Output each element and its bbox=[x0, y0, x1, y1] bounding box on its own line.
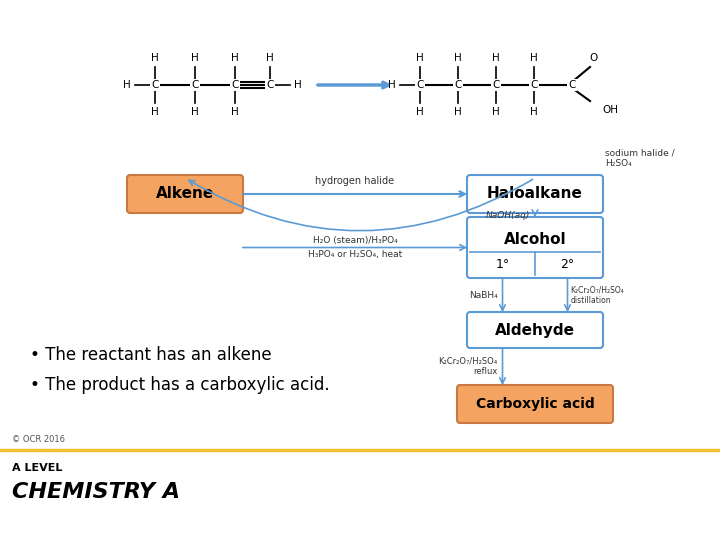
Text: A LEVEL: A LEVEL bbox=[12, 463, 63, 473]
Text: H₂O (steam)/H₃PO₄: H₂O (steam)/H₃PO₄ bbox=[312, 235, 397, 245]
Text: Alkene: Alkene bbox=[156, 186, 214, 201]
Text: C: C bbox=[454, 80, 462, 90]
Text: H: H bbox=[388, 80, 396, 90]
Text: C: C bbox=[266, 80, 274, 90]
Text: H: H bbox=[492, 107, 500, 117]
Text: H₃PO₄ or H₂SO₄, heat: H₃PO₄ or H₂SO₄, heat bbox=[308, 251, 402, 260]
Text: NaOH(aq): NaOH(aq) bbox=[485, 211, 530, 219]
Text: H: H bbox=[454, 107, 462, 117]
Text: Carboxylic acid: Carboxylic acid bbox=[476, 397, 595, 411]
Text: H: H bbox=[191, 53, 199, 63]
Text: H: H bbox=[416, 53, 424, 63]
Text: 2°: 2° bbox=[560, 258, 575, 271]
FancyBboxPatch shape bbox=[467, 217, 603, 278]
Text: H: H bbox=[416, 107, 424, 117]
Text: C: C bbox=[531, 80, 538, 90]
Text: O: O bbox=[590, 53, 598, 63]
Text: C: C bbox=[416, 80, 423, 90]
Text: H: H bbox=[266, 53, 274, 63]
Text: K₂Cr₂O₇/H₂SO₄
reflux: K₂Cr₂O₇/H₂SO₄ reflux bbox=[438, 357, 498, 376]
Text: C: C bbox=[192, 80, 199, 90]
Text: H: H bbox=[492, 53, 500, 63]
Text: CHEMISTRY A: CHEMISTRY A bbox=[12, 482, 180, 502]
Text: H: H bbox=[123, 80, 131, 90]
Text: H: H bbox=[151, 107, 159, 117]
Text: H: H bbox=[191, 107, 199, 117]
Text: C: C bbox=[151, 80, 158, 90]
FancyBboxPatch shape bbox=[457, 385, 613, 423]
Text: C: C bbox=[231, 80, 239, 90]
Text: C: C bbox=[568, 80, 576, 90]
Text: H: H bbox=[454, 53, 462, 63]
Text: C: C bbox=[492, 80, 500, 90]
FancyBboxPatch shape bbox=[127, 175, 243, 213]
Text: H: H bbox=[530, 53, 538, 63]
Text: 1°: 1° bbox=[495, 258, 510, 271]
Text: H: H bbox=[530, 107, 538, 117]
Text: © OCR 2016: © OCR 2016 bbox=[12, 435, 65, 444]
Text: sodium halide /
H₂SO₄: sodium halide / H₂SO₄ bbox=[605, 148, 675, 168]
FancyBboxPatch shape bbox=[467, 175, 603, 213]
Text: • The reactant has an alkene: • The reactant has an alkene bbox=[30, 346, 271, 364]
Text: H: H bbox=[151, 53, 159, 63]
Text: • The product has a carboxylic acid.: • The product has a carboxylic acid. bbox=[30, 376, 330, 394]
FancyBboxPatch shape bbox=[467, 312, 603, 348]
Text: Haloalkane: Haloalkane bbox=[487, 186, 583, 201]
Text: Alcohol: Alcohol bbox=[504, 232, 567, 247]
Text: Aldehyde: Aldehyde bbox=[495, 322, 575, 338]
Text: H: H bbox=[294, 80, 302, 90]
Text: H: H bbox=[231, 53, 239, 63]
Text: H: H bbox=[231, 107, 239, 117]
Text: OH: OH bbox=[602, 105, 618, 115]
Text: hydrogen halide: hydrogen halide bbox=[315, 176, 395, 186]
Text: NaBH₄: NaBH₄ bbox=[469, 291, 498, 300]
Text: K₂Cr₂O₇/H₂SO₄
distillation: K₂Cr₂O₇/H₂SO₄ distillation bbox=[570, 285, 624, 305]
